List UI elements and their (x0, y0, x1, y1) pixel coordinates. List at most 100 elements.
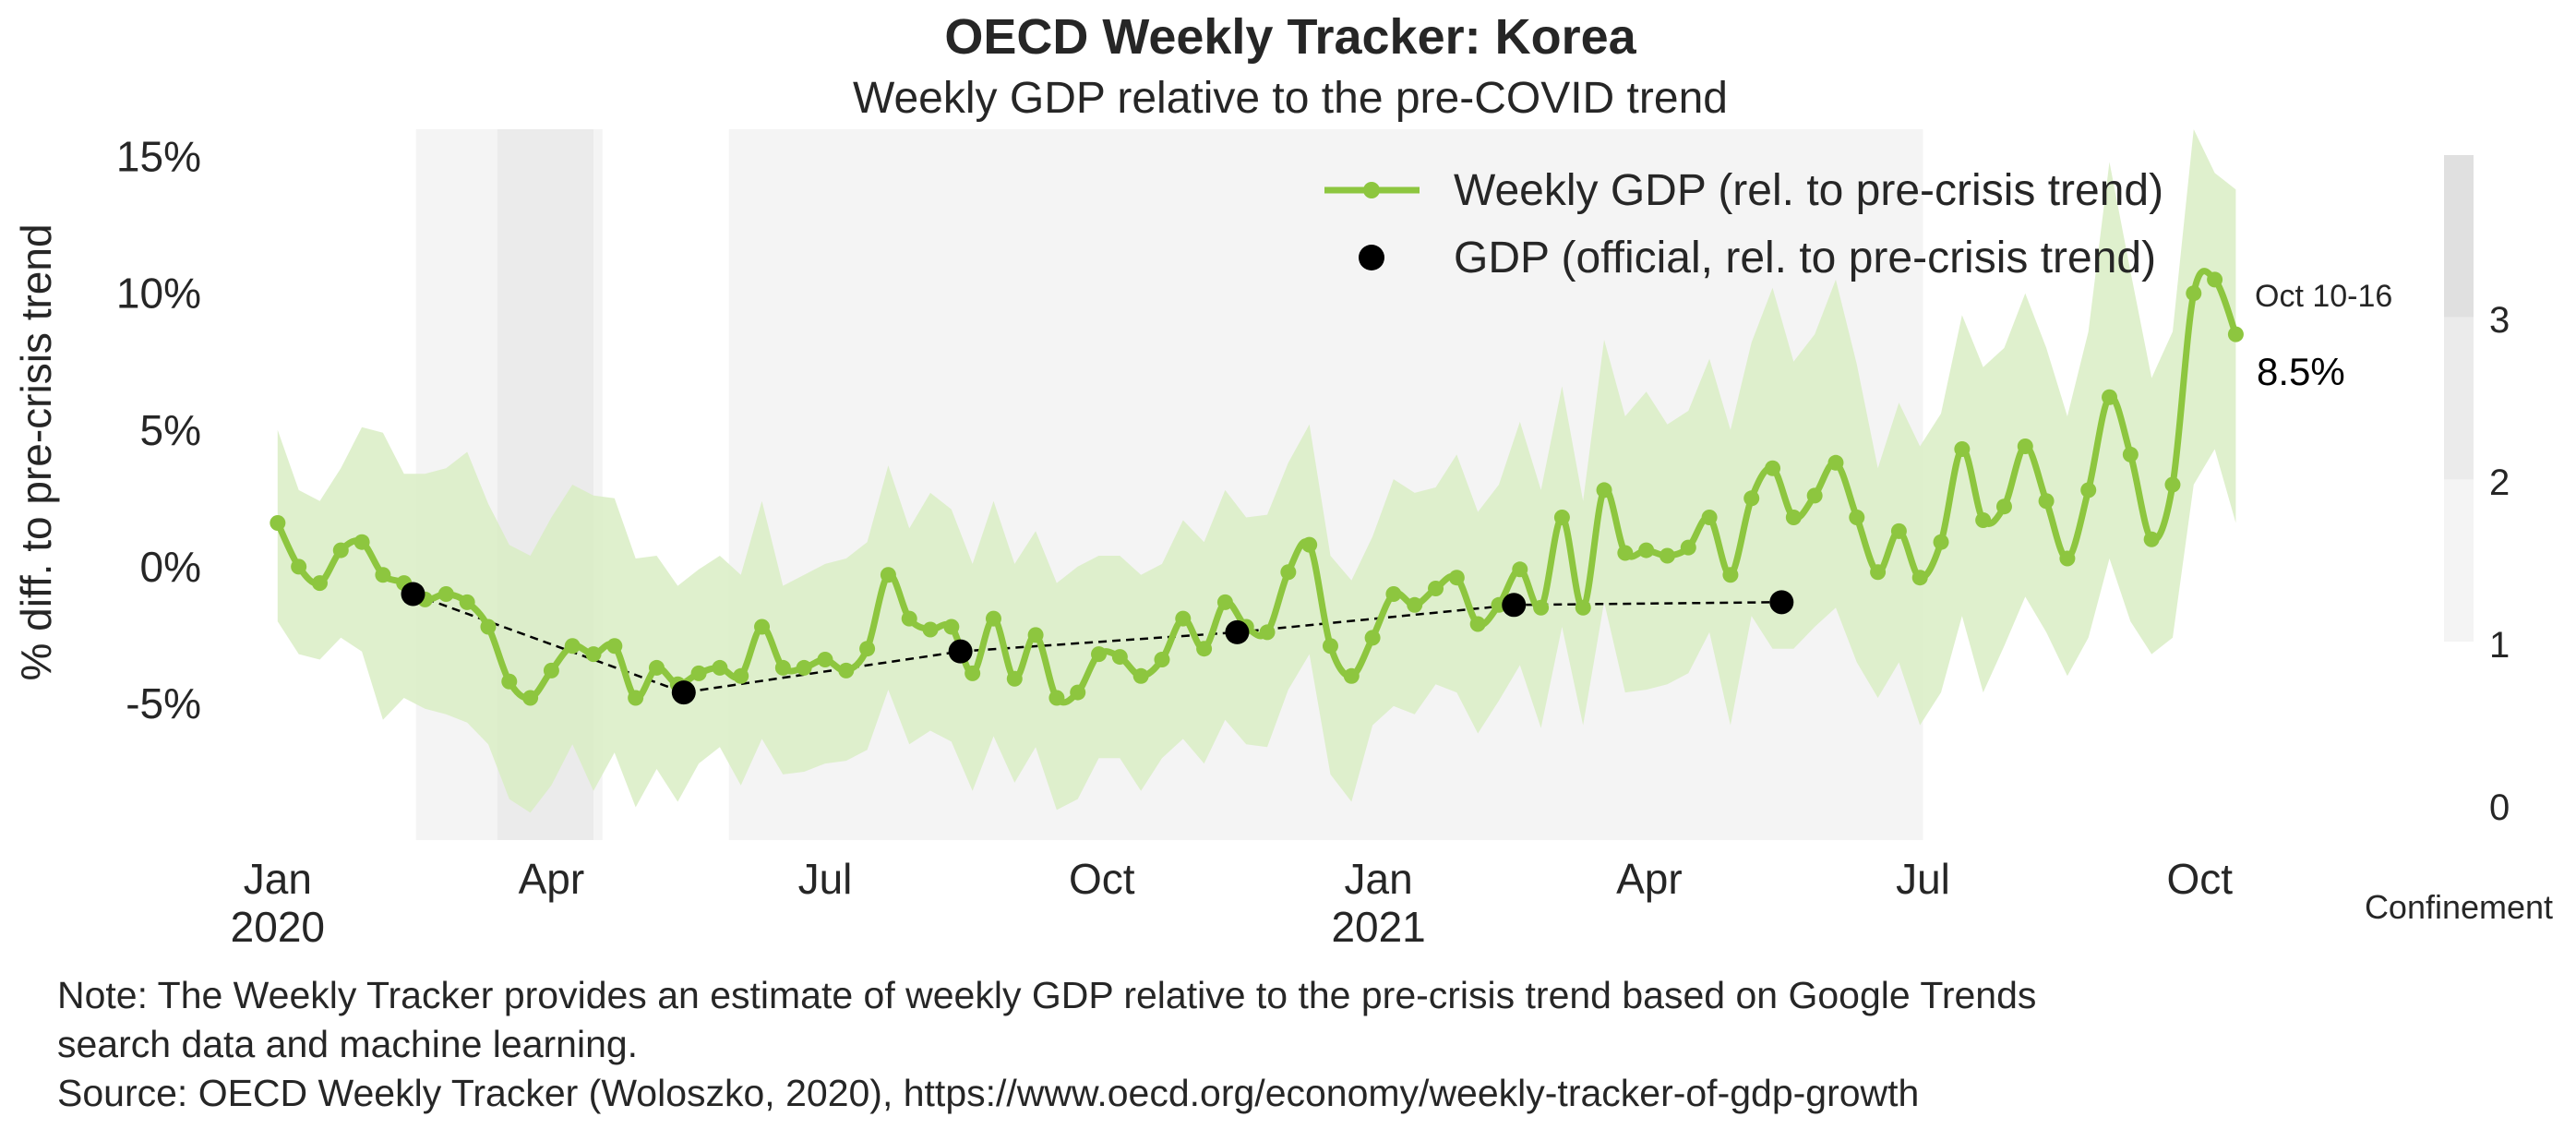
weekly-gdp-point (1154, 652, 1170, 668)
confinement-label: Confinement (2365, 888, 2553, 926)
weekly-gdp-point (690, 665, 707, 681)
official-gdp-point (1502, 593, 1527, 618)
weekly-gdp-point (1617, 545, 1634, 561)
weekly-gdp-point (796, 659, 812, 676)
weekly-gdp-point (1175, 610, 1192, 627)
official-gdp-connector (413, 593, 1782, 694)
chart-notes: Note: The Weekly Tracker provides an est… (57, 971, 2457, 1118)
weekly-gdp-point (2186, 285, 2202, 302)
weekly-gdp-point (1890, 522, 1907, 539)
weekly-gdp-point (1216, 594, 1233, 610)
weekly-gdp-point (1596, 482, 1612, 498)
weekly-gdp-point (311, 575, 328, 592)
weekly-gdp-point (2207, 271, 2223, 288)
weekly-gdp-point (606, 638, 623, 655)
weekly-gdp-point (985, 610, 1001, 627)
weekly-gdp-point (1322, 638, 1338, 655)
weekly-gdp-point (1765, 460, 1781, 476)
weekly-gdp-point (733, 667, 749, 684)
last-week-date-label: Oct 10-16 (2255, 279, 2392, 314)
weekly-gdp-point (943, 619, 960, 635)
weekly-gdp-point (1722, 567, 1739, 583)
official-gdp-point (671, 680, 696, 705)
y-tick-label: 5% (140, 406, 201, 454)
y-axis-ticks: 15% 10% 5% 0% -5% (116, 133, 201, 727)
weekly-gdp-point (1027, 627, 1044, 643)
weekly-gdp-point (2164, 476, 2181, 493)
official-gdp-point (1225, 619, 1250, 644)
weekly-gdp-point (1407, 596, 1423, 613)
x-tick-label: Jul (1896, 855, 1950, 903)
weekly-gdp-point (817, 652, 833, 668)
weekly-gdp-point (1259, 624, 1276, 641)
weekly-gdp-point (480, 619, 497, 635)
weekly-gdp-point (1512, 561, 1528, 578)
weekly-gdp-point (1280, 564, 1297, 581)
x-tick-label: Jan (1345, 855, 1413, 903)
chart-title: OECD Weekly Tracker: Korea (944, 9, 1636, 65)
official-gdp-dashed-line (413, 593, 1782, 694)
official-gdp-point (401, 582, 425, 607)
weekly-gdp-point (1385, 585, 1402, 602)
weekly-gdp-point (2102, 389, 2118, 405)
weekly-gdp-point (965, 665, 981, 681)
weekly-gdp-point (1196, 641, 1213, 657)
weekly-gdp-point (2059, 550, 2076, 567)
legend: Weekly GDP (rel. to pre-crisis trend) GD… (1324, 166, 2163, 282)
weekly-gdp-point (1533, 599, 1550, 616)
weekly-gdp-point (1954, 441, 1971, 457)
weekly-gdp-point (859, 641, 876, 657)
weekly-gdp-point (1070, 684, 1086, 701)
x-tick-label: Oct (1069, 855, 1135, 903)
official-gdp-point (948, 639, 973, 664)
y-tick-label: -5% (126, 679, 201, 727)
weekly-gdp-point (880, 567, 896, 583)
x-tick-label: Oct (2167, 855, 2234, 903)
weekly-gdp-point (2038, 493, 2055, 510)
weekly-gdp-point (1364, 630, 1381, 646)
weekly-gdp-point (2122, 446, 2139, 462)
source-line: Source: OECD Weekly Tracker (Woloszko, 2… (57, 1072, 1920, 1114)
weekly-gdp-point (1343, 667, 1360, 684)
weekly-gdp-point (1006, 670, 1023, 687)
weekly-gdp-band (277, 129, 2236, 813)
weekly-gdp-point (2143, 531, 2160, 547)
legend-official-marker (1359, 245, 1384, 270)
weekly-gdp-point (353, 534, 370, 550)
weekly-gdp-band-area (277, 129, 2236, 813)
legend-official-label: GDP (official, rel. to pre-crisis trend) (1454, 234, 2156, 282)
x-tick-year-label: 2021 (1331, 903, 1425, 951)
weekly-gdp-point (375, 567, 391, 583)
weekly-gdp-point (1553, 510, 1570, 526)
chart: OECD Weekly Tracker: Korea Weekly GDP re… (12, 9, 2553, 951)
weekly-gdp-point (712, 659, 728, 676)
confinement-scale (2444, 155, 2474, 642)
weekly-gdp-point (1659, 547, 1675, 564)
weekly-gdp-point (1933, 534, 1949, 550)
weekly-gdp-point (1469, 616, 1486, 632)
weekly-gdp-point (501, 673, 518, 690)
weekly-gdp-point (459, 594, 475, 610)
weekly-gdp-point (2080, 482, 2097, 498)
weekly-gdp-point (1911, 570, 1928, 586)
weekly-gdp-point (922, 621, 939, 638)
weekly-gdp-point (543, 662, 559, 679)
weekly-gdp-point (1301, 536, 1318, 553)
weekly-gdp-point (1111, 649, 1128, 666)
weekly-gdp-point (1132, 667, 1149, 684)
official-gdp-points (401, 582, 1794, 705)
weekly-gdp-point (1575, 599, 1591, 616)
weekly-gdp-point (332, 542, 349, 558)
confinement-scale-level-2 (2444, 317, 2474, 480)
last-week-value-label: 8.5% (2257, 350, 2345, 393)
x-tick-label: Apr (1616, 855, 1683, 903)
x-tick-label: Jul (798, 855, 853, 903)
weekly-gdp-point (291, 558, 307, 575)
weekly-gdp-points (270, 271, 2244, 706)
confinement-tick-label: 1 (2489, 625, 2510, 666)
weekly-gdp-point (2227, 326, 2244, 342)
weekly-gdp-point (1743, 490, 1760, 507)
y-tick-label: 10% (116, 270, 201, 318)
y-axis-label: % diff. to pre-crisis trend (12, 223, 60, 680)
